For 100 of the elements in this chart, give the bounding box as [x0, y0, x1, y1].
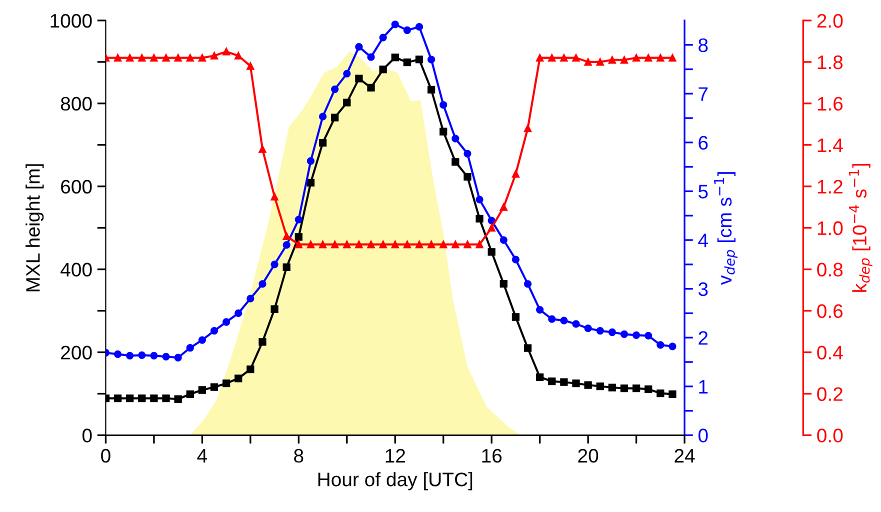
point	[464, 150, 472, 158]
point	[222, 318, 230, 326]
point	[572, 54, 580, 62]
point	[210, 383, 218, 391]
point	[162, 394, 170, 402]
point	[548, 377, 556, 386]
point	[391, 240, 399, 248]
point	[488, 248, 496, 256]
point	[294, 233, 302, 241]
y2-tick-label: 6	[698, 136, 708, 150]
point	[270, 305, 278, 313]
point	[560, 316, 568, 324]
point	[258, 338, 266, 346]
y3-axis-title: k$_{dep}$ [10$^{−4}$ s$^{−1}$]	[848, 164, 872, 292]
point	[162, 54, 170, 62]
y-tick-label: 200	[61, 346, 92, 360]
point	[488, 216, 496, 224]
x-tick-label: 8	[294, 448, 304, 463]
point	[306, 157, 315, 165]
point	[186, 344, 194, 352]
point	[246, 365, 254, 374]
point	[222, 380, 230, 388]
point	[210, 52, 218, 60]
point	[608, 384, 616, 392]
point	[500, 203, 508, 211]
y2-tick-label: 5	[698, 184, 708, 198]
point	[186, 54, 194, 62]
point	[644, 54, 652, 62]
point	[198, 336, 206, 344]
x-tick-label: 20	[578, 448, 598, 463]
y3-tick-label: 0.2	[817, 387, 842, 401]
point	[343, 98, 351, 106]
point	[138, 54, 146, 62]
point	[584, 58, 592, 66]
point	[572, 380, 580, 388]
point	[282, 232, 290, 240]
y3-tick-label: 1.8	[818, 55, 843, 70]
x-tick-label: 0	[101, 448, 110, 463]
point	[656, 341, 664, 349]
y3-tick-label: 2.0	[817, 14, 843, 28]
point	[150, 54, 158, 62]
point	[246, 294, 254, 302]
point	[379, 240, 387, 248]
point	[403, 240, 412, 248]
point	[150, 394, 158, 402]
point	[632, 331, 640, 339]
point	[464, 173, 472, 181]
point	[512, 170, 520, 178]
point	[343, 70, 351, 78]
point	[488, 224, 496, 232]
point	[162, 352, 170, 360]
point	[584, 381, 592, 389]
point	[560, 378, 568, 386]
point	[318, 139, 327, 147]
point	[584, 324, 592, 332]
point	[596, 326, 604, 335]
point	[644, 332, 652, 340]
y3-tick-label: 0.6	[817, 304, 843, 318]
point	[126, 394, 134, 402]
point	[620, 56, 628, 64]
point	[234, 374, 242, 382]
point	[391, 20, 399, 28]
point	[632, 384, 640, 392]
point	[379, 34, 387, 42]
point	[427, 240, 436, 248]
y3-tick-label: 0.4	[817, 346, 843, 360]
point	[318, 240, 327, 248]
point	[331, 85, 339, 94]
point	[608, 328, 616, 336]
point	[536, 54, 544, 62]
point	[258, 280, 266, 288]
point	[355, 240, 363, 248]
point	[222, 48, 230, 56]
x-axis-title: Hour of day [UTC]	[318, 472, 472, 490]
y2-tick-label: 3	[698, 282, 708, 296]
point	[306, 240, 315, 248]
y2-tick-label: 8	[698, 38, 708, 52]
point	[282, 263, 290, 272]
point	[656, 54, 664, 62]
point	[560, 54, 568, 62]
point	[198, 386, 206, 394]
point	[294, 240, 302, 248]
point	[150, 352, 158, 360]
point	[620, 384, 628, 392]
point	[452, 240, 460, 248]
point	[343, 240, 351, 248]
point	[367, 53, 375, 61]
point	[464, 240, 472, 248]
point	[210, 326, 218, 335]
point	[524, 280, 532, 288]
point	[234, 309, 242, 318]
point	[548, 54, 556, 62]
point	[174, 54, 182, 62]
point	[174, 354, 182, 362]
y-tick-label: 0	[82, 428, 92, 442]
y-tick-label: 400	[60, 262, 92, 277]
point	[524, 124, 532, 132]
point	[427, 56, 436, 64]
y-tick-label: 1000	[50, 14, 92, 28]
point	[318, 112, 327, 120]
